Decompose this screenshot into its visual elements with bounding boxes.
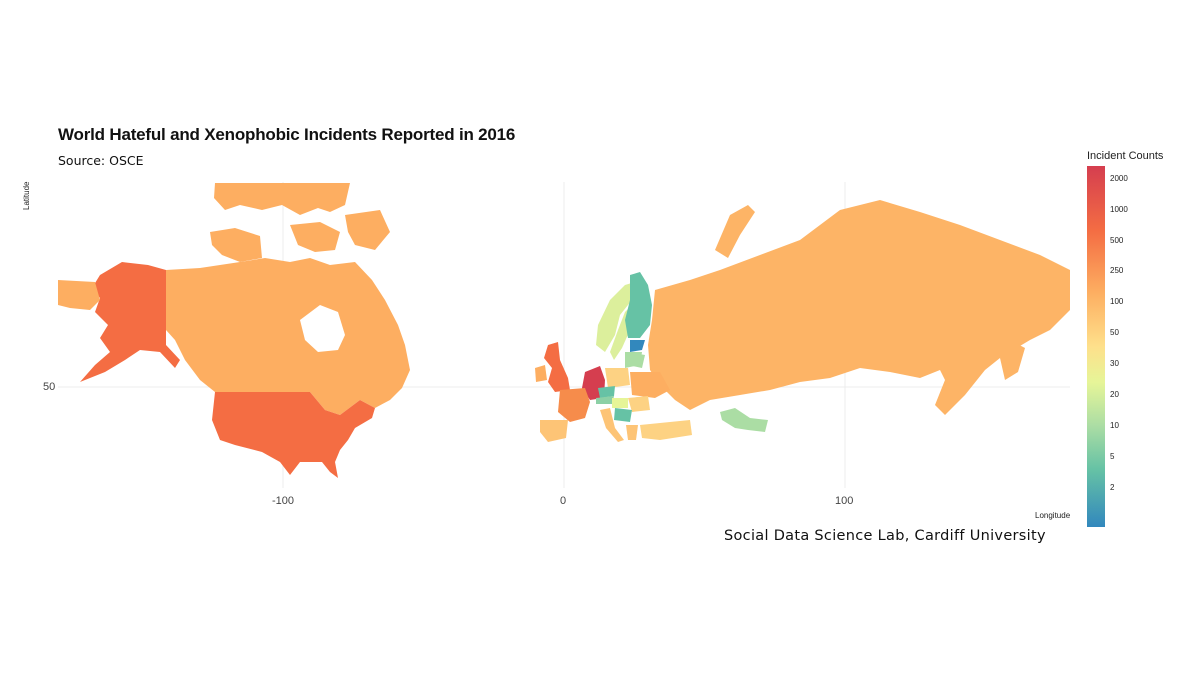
region-kamchatka: [1000, 340, 1025, 380]
x-axis-label: Longitude: [1035, 511, 1071, 520]
region-arctic-islands: [210, 210, 390, 262]
legend-title: Incident Counts: [1087, 150, 1164, 162]
region-belarus: [628, 352, 645, 368]
region-united-kingdom: [544, 342, 570, 392]
x-tick-100: 100: [835, 495, 854, 507]
region-canada: [166, 258, 410, 415]
region-greece: [626, 425, 638, 440]
region-novaya-zemlya: [715, 205, 755, 258]
region-yukon-west: [58, 280, 100, 310]
legend-label: 50: [1110, 328, 1119, 337]
legend-label: 30: [1110, 359, 1119, 368]
x-tick-minus100: -100: [272, 495, 295, 507]
region-norway: [596, 282, 635, 352]
region-alaska: [80, 262, 180, 382]
region-greenland: [214, 183, 350, 215]
region-hudson-bay: [300, 305, 345, 352]
region-hungary: [612, 398, 628, 408]
legend-label: 100: [1110, 297, 1124, 306]
region-czechia: [598, 386, 615, 398]
x-tick-0: 0: [560, 495, 567, 507]
region-france: [558, 388, 590, 422]
legend-label: 20: [1110, 390, 1119, 399]
legend-label: 2000: [1110, 174, 1128, 183]
region-united-states: [212, 392, 375, 478]
region-romania: [628, 396, 650, 412]
legend-colorbar: [1087, 166, 1105, 527]
legend-label: 2: [1110, 483, 1115, 492]
region-italy: [600, 408, 624, 442]
legend-label: 5: [1110, 452, 1115, 461]
legend-label: 250: [1110, 266, 1124, 275]
region-serbia: [614, 408, 632, 422]
chart-subtitle: Source: OSCE: [58, 153, 144, 168]
caption: Social Data Science Lab, Cardiff Univers…: [724, 528, 1046, 544]
region-kazakhstan: [720, 408, 768, 432]
region-finland: [625, 272, 652, 338]
chart-title: World Hateful and Xenophobic Incidents R…: [58, 125, 516, 144]
y-axis-label: Latitude: [22, 181, 31, 210]
region-estonia: [630, 340, 645, 352]
legend-label: 10: [1110, 421, 1119, 430]
legend-label: 500: [1110, 236, 1124, 245]
region-spain: [540, 420, 568, 442]
y-tick-50: 50: [43, 381, 56, 393]
region-poland: [605, 368, 630, 388]
legend-label: 1000: [1110, 205, 1128, 214]
region-ukraine: [630, 372, 670, 398]
region-austria: [596, 396, 614, 404]
region-turkey: [640, 420, 692, 440]
region-ireland: [535, 365, 547, 382]
region-russia: [648, 200, 1070, 415]
